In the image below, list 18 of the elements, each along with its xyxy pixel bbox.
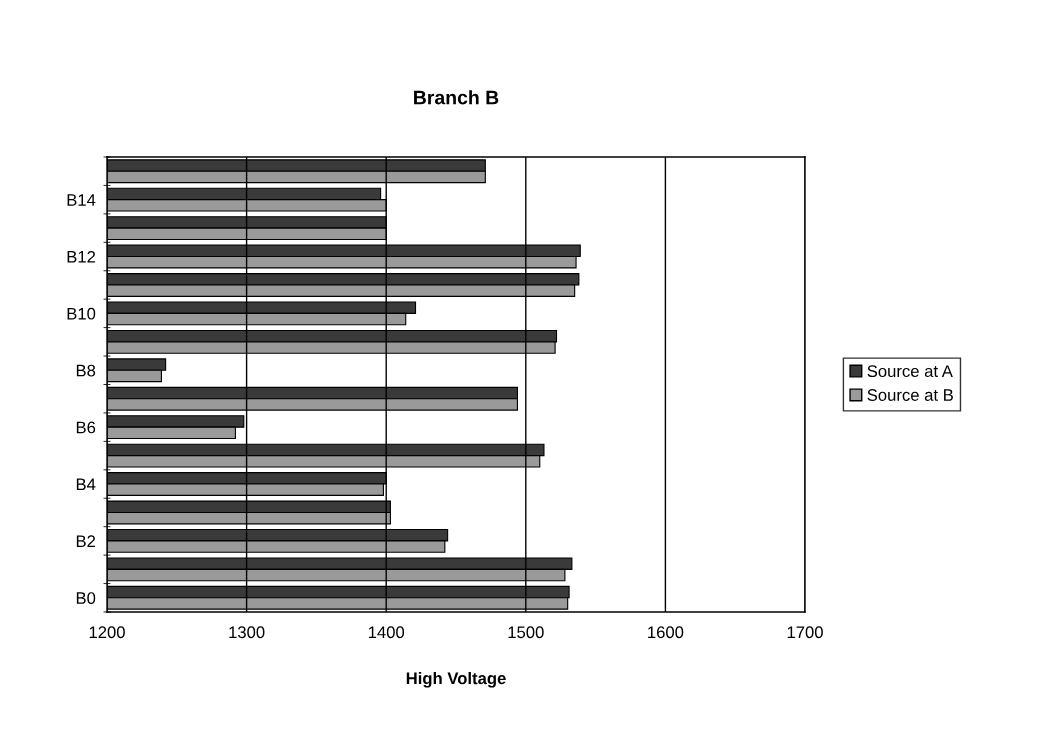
x-tick-label: 1400: [368, 626, 405, 639]
y-tick-label: B4: [76, 478, 96, 491]
y-tick-label: B8: [76, 364, 96, 377]
legend-label: Source at A: [867, 365, 953, 378]
x-tick-label: 1200: [89, 626, 125, 639]
x-tick-label: 1700: [787, 626, 823, 639]
y-tick-label: B12: [67, 250, 96, 263]
y-tick-label: B10: [67, 307, 96, 320]
chart-title: Branch B: [414, 90, 499, 105]
x-axis-title: High Voltage: [406, 671, 506, 688]
x-tick-label: 1300: [229, 626, 265, 639]
x-tick-label: 1500: [508, 626, 544, 639]
y-tick-label: B0: [76, 592, 96, 604]
y-tick-label: B2: [76, 535, 96, 547]
y-tick-label: B6: [76, 421, 96, 434]
legend-label: Source at B: [867, 389, 953, 401]
y-tick-label: B14: [67, 194, 96, 206]
x-tick-label: 1600: [648, 626, 684, 639]
